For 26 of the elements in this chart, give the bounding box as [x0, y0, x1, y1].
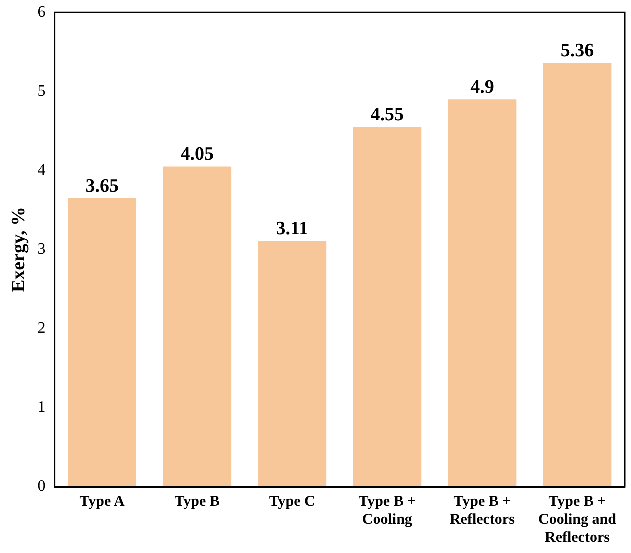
data-label: 4.55 — [370, 104, 404, 126]
x-tick-label: Type B + Cooling — [358, 494, 416, 528]
bar — [68, 198, 137, 487]
y-tick-label: 6 — [38, 4, 46, 21]
y-tick-label: 4 — [38, 162, 46, 179]
bar — [258, 241, 327, 487]
x-tick-label: Type B — [174, 494, 220, 510]
data-label: 3.11 — [276, 218, 308, 240]
data-label: 5.36 — [560, 40, 594, 62]
bar — [448, 100, 517, 487]
y-tick-label: 0 — [38, 478, 46, 496]
x-tick-label: Type A — [80, 494, 126, 510]
data-label: 3.65 — [86, 176, 119, 197]
y-tick-label: 1 — [38, 399, 46, 416]
data-label: 4.05 — [180, 144, 214, 166]
y-tick-label: 3 — [38, 241, 46, 258]
y-tick-label: 2 — [38, 320, 46, 338]
data-label: 4.9 — [470, 76, 494, 98]
x-tick-label: Type B + Cooling and Reflectors — [538, 494, 618, 546]
bar — [353, 127, 422, 487]
x-tick-label: Type C — [269, 494, 316, 510]
y-tick-label: 5 — [38, 82, 46, 100]
y-axis-title: Exergy, % — [8, 207, 30, 293]
bar — [543, 63, 612, 487]
x-tick-label: Type B + Reflectors — [450, 494, 516, 528]
bar — [163, 166, 232, 487]
